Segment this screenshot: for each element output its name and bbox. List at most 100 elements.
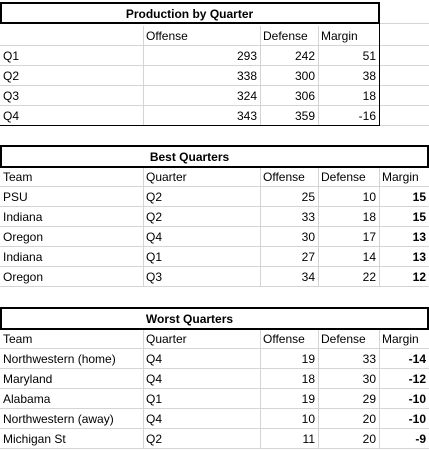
best-header-offense[interactable]: Offense (263, 170, 305, 184)
cell-divider (318, 267, 319, 287)
production-quarter-label[interactable]: Q2 (3, 69, 20, 83)
production-margin-value[interactable]: -16 (358, 109, 376, 123)
best-defense-value[interactable]: 18 (362, 210, 376, 224)
production-margin-value[interactable]: 38 (362, 69, 376, 83)
worst-header-offense[interactable]: Offense (263, 332, 305, 346)
best-team-name[interactable]: Indiana (3, 210, 43, 224)
best-margin-value[interactable]: 12 (412, 270, 426, 284)
cell-divider (318, 167, 319, 187)
production-header-margin[interactable]: Margin (321, 29, 358, 43)
worst-quarter[interactable]: Q4 (146, 352, 163, 366)
production-offense-value[interactable]: 338 (236, 69, 257, 83)
cell-divider (379, 349, 380, 369)
production-row: Q3 324 306 18 (0, 86, 429, 106)
best-margin-value[interactable]: 13 (412, 230, 426, 244)
best-margin-value[interactable]: 15 (412, 190, 426, 204)
worst-quarter[interactable]: Q4 (146, 372, 163, 386)
worst-quarter[interactable]: Q1 (146, 392, 163, 406)
worst-defense-value[interactable]: 20 (362, 432, 376, 446)
best-row: Indiana Q1 27 14 13 (0, 247, 429, 267)
best-quarter[interactable]: Q1 (146, 250, 163, 264)
cell-divider (143, 227, 144, 247)
best-header-defense[interactable]: Defense (321, 170, 366, 184)
cell-divider (260, 106, 261, 126)
best-quarter[interactable]: Q2 (146, 190, 163, 204)
production-margin-value[interactable]: 51 (362, 49, 376, 63)
best-quarter[interactable]: Q4 (146, 230, 163, 244)
best-defense-value[interactable]: 17 (362, 230, 376, 244)
worst-defense-value[interactable]: 33 (362, 352, 376, 366)
best-team-name[interactable]: Indiana (3, 250, 43, 264)
production-offense-value[interactable]: 324 (236, 89, 257, 103)
worst-header-defense[interactable]: Defense (321, 332, 366, 346)
best-defense-value[interactable]: 14 (362, 250, 376, 264)
best-quarter[interactable]: Q2 (146, 210, 163, 224)
worst-team-name[interactable]: Michigan St (3, 432, 66, 446)
row-divider (0, 45, 429, 46)
worst-offense-value[interactable]: 10 (301, 412, 315, 426)
worst-offense-value[interactable]: 19 (301, 352, 315, 366)
worst-margin-value[interactable]: -10 (408, 412, 426, 426)
best-team-name[interactable]: Oregon (3, 270, 44, 284)
worst-defense-value[interactable]: 30 (362, 372, 376, 386)
worst-header-quarter[interactable]: Quarter (146, 332, 187, 346)
production-defense-value[interactable]: 306 (294, 89, 315, 103)
worst-margin-value[interactable]: -9 (415, 432, 426, 446)
worst-defense-value[interactable]: 20 (362, 412, 376, 426)
worst-offense-value[interactable]: 18 (301, 372, 315, 386)
cell-divider (143, 187, 144, 207)
production-right-border (379, 24, 380, 126)
best-defense-value[interactable]: 10 (362, 190, 376, 204)
worst-header-team[interactable]: Team (3, 332, 33, 346)
best-margin-value[interactable]: 13 (412, 250, 426, 264)
best-defense-value[interactable]: 22 (362, 270, 376, 284)
production-header-offense[interactable]: Offense (146, 29, 188, 43)
cell-divider (318, 227, 319, 247)
cell-divider (260, 66, 261, 86)
production-quarter-label[interactable]: Q3 (3, 89, 20, 103)
cell-divider (143, 106, 144, 126)
best-quarter[interactable]: Q3 (146, 270, 163, 284)
production-quarter-label[interactable]: Q1 (3, 49, 20, 63)
production-defense-value[interactable]: 242 (294, 49, 315, 63)
worst-quarter[interactable]: Q2 (146, 432, 163, 446)
production-margin-value[interactable]: 18 (362, 89, 376, 103)
production-header-defense[interactable]: Defense (263, 29, 308, 43)
worst-team-name[interactable]: Northwestern (home) (3, 352, 116, 366)
worst-margin-value[interactable]: -14 (408, 352, 426, 366)
worst-offense-value[interactable]: 11 (302, 432, 315, 446)
worst-quarter[interactable]: Q4 (146, 412, 163, 426)
production-offense-value[interactable]: 343 (236, 109, 257, 123)
worst-offense-value[interactable]: 19 (301, 392, 315, 406)
row-divider (0, 428, 429, 429)
best-offense-value[interactable]: 25 (301, 190, 315, 204)
worst-team-name[interactable]: Alabama (3, 392, 51, 406)
worst-team-name[interactable]: Northwestern (away) (3, 412, 114, 426)
production-quarter-label[interactable]: Q4 (3, 109, 20, 123)
production-defense-value[interactable]: 359 (294, 109, 315, 123)
worst-defense-value[interactable]: 29 (362, 392, 376, 406)
worst-margin-value[interactable]: -12 (408, 372, 426, 386)
cell-divider (260, 267, 261, 287)
best-offense-value[interactable]: 30 (301, 230, 315, 244)
row-divider (0, 266, 429, 267)
worst-margin-value[interactable]: -10 (408, 392, 426, 406)
best-offense-value[interactable]: 27 (301, 250, 315, 264)
best-header-row: Team Quarter Offense Defense Margin (0, 167, 429, 187)
production-offense-value[interactable]: 293 (236, 49, 257, 63)
production-defense-value[interactable]: 300 (294, 69, 315, 83)
best-header-quarter[interactable]: Quarter (146, 170, 187, 184)
best-margin-value[interactable]: 15 (412, 210, 426, 224)
best-header-margin[interactable]: Margin (382, 170, 419, 184)
best-offense-value[interactable]: 33 (301, 210, 315, 224)
best-offense-value[interactable]: 34 (301, 270, 315, 284)
best-team-name[interactable]: Oregon (3, 230, 44, 244)
best-team-name[interactable]: PSU (3, 190, 28, 204)
worst-title-row: Worst Quarters (0, 309, 429, 329)
cell-divider (260, 207, 261, 227)
cell-divider (379, 369, 380, 389)
worst-team-name[interactable]: Maryland (3, 372, 53, 386)
best-header-team[interactable]: Team (3, 170, 33, 184)
worst-header-margin[interactable]: Margin (382, 332, 419, 346)
